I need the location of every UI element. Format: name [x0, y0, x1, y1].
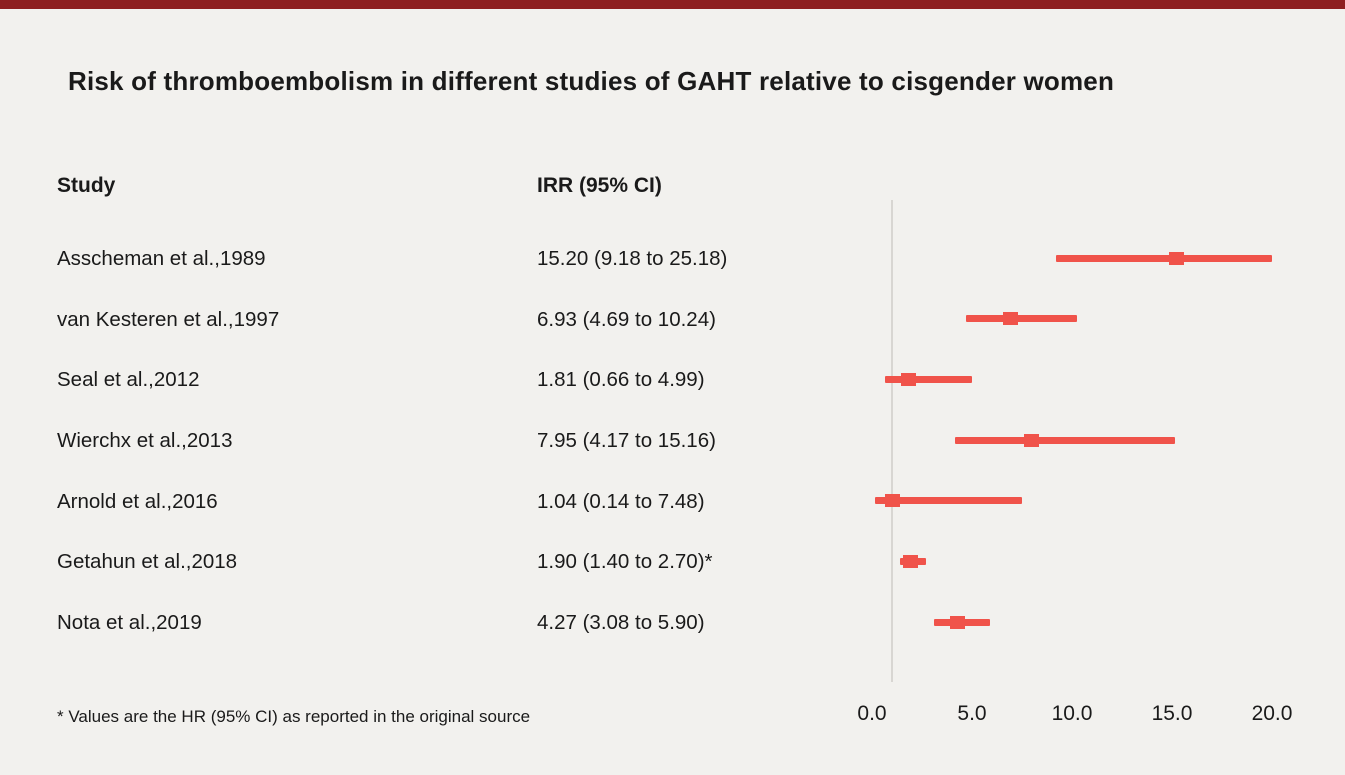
study-name: Getahun et al.,2018 [57, 550, 238, 574]
study-name: Nota et al.,2019 [57, 611, 202, 635]
forest-chart: 0.0 5.0 10.0 15.0 20.0 [852, 200, 1292, 725]
ci-line [1055, 254, 1272, 262]
footnote: * Values are the HR (95% CI) as reported… [57, 707, 531, 726]
study-name: Wierchx et al.,2013 [57, 429, 233, 452]
estimate-marker [1003, 312, 1019, 326]
irr-value: 7.95 (4.17 to 15.16) [537, 429, 716, 452]
study-name: Arnold et al.,2016 [57, 489, 218, 513]
page-title: Risk of thromboembolism in different stu… [68, 66, 1115, 96]
x-tick-label: 15.0 [1151, 702, 1193, 725]
irr-value: 6.93 (4.69 to 10.24) [537, 307, 716, 331]
top-accent-bar [0, 0, 1345, 9]
ci-line [874, 497, 1022, 505]
irr-value: 4.27 (3.08 to 5.90) [537, 611, 705, 635]
estimate-marker [949, 615, 965, 629]
estimate-marker [885, 494, 901, 508]
irr-column-header: IRR (95% CI) [537, 174, 662, 197]
estimate-marker [1168, 251, 1184, 265]
irr-value: 1.81 (0.66 to 4.99) [537, 368, 705, 392]
study-column-header: Study [57, 174, 116, 197]
irr-value: 1.04 (0.14 to 7.48) [537, 489, 705, 513]
x-tick-label: 0.0 [857, 702, 887, 725]
study-name: Seal et al.,2012 [57, 368, 200, 392]
ci-line [885, 375, 972, 383]
irr-value: 15.20 (9.18 to 25.18) [537, 247, 728, 270]
estimate-marker [1023, 433, 1039, 447]
x-tick-label: 5.0 [957, 702, 987, 725]
ci-line [965, 315, 1077, 323]
irr-value: 1.90 (1.40 to 2.70)* [537, 550, 713, 574]
reference-line [891, 200, 893, 682]
ci-line [955, 436, 1176, 444]
estimate-marker [900, 372, 916, 386]
estimate-marker [902, 554, 918, 568]
x-tick-label: 10.0 [1051, 702, 1093, 725]
x-tick-label: 20.0 [1251, 702, 1293, 725]
study-name: van Kesteren et al.,1997 [57, 307, 280, 331]
study-name: Asscheman et al.,1989 [57, 247, 266, 270]
